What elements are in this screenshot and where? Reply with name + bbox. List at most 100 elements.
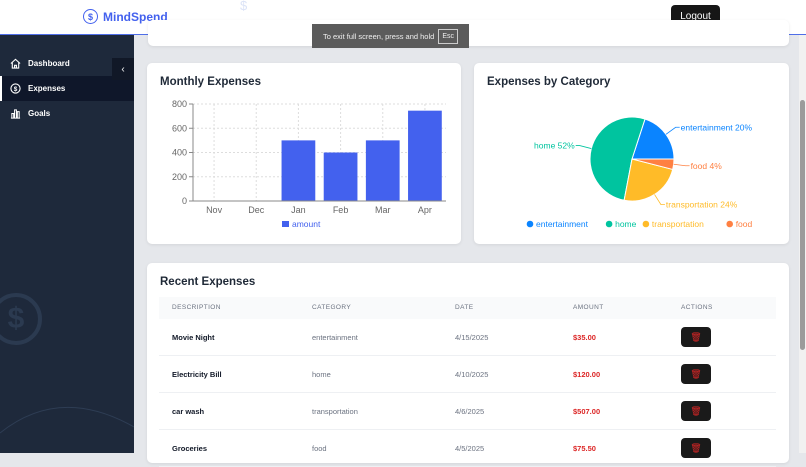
delete-button[interactable]: 🗑 [681,438,711,458]
expense-date: 4/5/2025 [455,444,485,453]
recent-expenses-card: Recent Expenses DESCRIPTION CATEGORY DAT… [147,263,789,467]
bar-mar [365,140,400,201]
expense-category: food [312,444,327,453]
column-header: DESCRIPTION [172,304,221,311]
x-tick-label: Nov [206,205,223,215]
legend-label: transportation [652,219,704,229]
sidebar-item-label: Expenses [28,84,66,93]
trash-icon: 🗑 [690,405,702,416]
card-title: Expenses by Category [487,76,611,88]
expense-date: 4/10/2025 [455,370,489,379]
collapse-sidebar-button[interactable]: ‹ [112,58,134,80]
expense-date: 4/15/2025 [455,333,489,342]
legend-swatch [282,221,289,227]
legend-dot [642,220,650,228]
sidebar: Dashboard $ Expenses Goals ‹ $ [0,35,134,453]
pie-chart: entertainment 20% home 52% transportation … [526,116,753,229]
y-tick-label: 0 [182,196,187,206]
monthly-expenses-card: Monthly Expenses 0 200 400 600 800 Nov Dec Jan F… [147,63,461,244]
legend-label: home [615,219,637,229]
sidebar-item-goals[interactable]: Goals [0,101,134,126]
y-tick-label: 800 [172,99,187,109]
bar-apr [408,110,442,201]
trash-icon: 🗑 [690,368,702,379]
trash-icon: 🗑 [690,442,702,453]
expense-amount: $75.50 [573,444,596,453]
category-card: Expenses by Category entertainment 20% ho… [474,63,789,244]
home-icon [9,58,21,70]
slice-label: transportation 24% [666,200,738,210]
expense-category: entertainment [312,333,358,342]
pie-slice-food [631,158,675,171]
scrollbar[interactable] [799,35,806,453]
legend-dot [526,220,534,228]
label-line [665,126,680,135]
scrollbar-thumb[interactable] [800,100,805,350]
svg-text:$: $ [13,86,17,93]
legend-label: food [736,219,753,229]
expense-date: 4/6/2025 [455,407,485,416]
toast-key: Esc [438,28,458,44]
expense-amount: $120.00 [573,370,601,379]
label-line [575,145,592,149]
sidebar-item-label: Dashboard [28,59,70,68]
card-title: Recent Expenses [160,276,256,288]
dollar-icon: $ [9,83,21,95]
bar-jan [281,140,316,201]
expense-description: car wash [172,407,205,416]
bar-chart-icon [9,108,21,120]
table-header: DESCRIPTION CATEGORY DATE AMOUNT ACTIONS [159,297,776,319]
slice-label: home 52% [534,141,575,151]
y-tick-label: 200 [172,172,187,182]
dollar-icon: $ [83,9,98,24]
dollar-decoration-icon: $ [0,293,42,345]
expense-description: Movie Night [172,333,215,342]
legend-label: amount [292,219,321,229]
expense-description: Electricity Bill [172,370,222,379]
expense-description: Groceries [172,444,208,453]
toast-text: To exit full screen, press and hold [323,31,435,41]
expense-category: home [312,370,331,379]
sidebar-item-expenses[interactable]: $ Expenses [0,76,134,101]
bar-feb [323,152,358,201]
label-line [654,194,665,205]
dollar-decoration-icon: $ [240,0,248,13]
x-tick-label: Mar [375,205,391,215]
delete-button[interactable]: 🗑 [681,401,711,421]
column-header: CATEGORY [312,304,352,311]
x-tick-label: Dec [248,205,265,215]
column-header: ACTIONS [681,304,713,311]
table-row: Electricity Bill home 4/10/2025 $120.00 … [159,356,776,393]
table-row: car wash transportation 4/6/2025 $507.00… [159,393,776,430]
legend-dot [726,220,733,228]
slice-label: food 4% [691,161,723,171]
x-tick-label: Feb [333,205,349,215]
card-title: Monthly Expenses [160,76,261,88]
bar-chart: 0 200 400 600 800 Nov Dec Jan Feb Mar Apr amount [172,99,446,229]
x-tick-label: Jan [291,205,306,215]
column-header: AMOUNT [573,304,604,311]
wave-decoration [0,406,134,434]
x-tick-label: Apr [418,205,432,215]
table-row: Groceries food 4/5/2025 $75.50 🗑 [159,430,776,467]
column-header: DATE [455,304,474,311]
slice-label: entertainment 20% [681,122,753,132]
y-tick-label: 400 [172,148,187,158]
y-tick-label: 600 [172,123,187,133]
chevron-left-icon: ‹ [121,63,125,75]
table-row: Movie Night entertainment 4/15/2025 $35.… [159,319,776,356]
expense-amount: $507.00 [573,407,601,416]
delete-button[interactable]: 🗑 [681,364,711,384]
sidebar-item-label: Goals [28,109,51,118]
trash-icon: 🗑 [690,331,702,342]
legend-dot [605,220,613,228]
expense-amount: $35.00 [573,333,596,342]
delete-button[interactable]: 🗑 [681,327,711,347]
expense-category: transportation [312,407,358,416]
legend-label: entertainment [536,219,589,229]
pie-slice-home [589,116,646,201]
sidebar-item-dashboard[interactable]: Dashboard [0,51,134,76]
fullscreen-toast: To exit full screen, press and hold Esc [312,24,469,48]
label-line [673,163,690,167]
pie-slice-transportation [623,158,674,202]
